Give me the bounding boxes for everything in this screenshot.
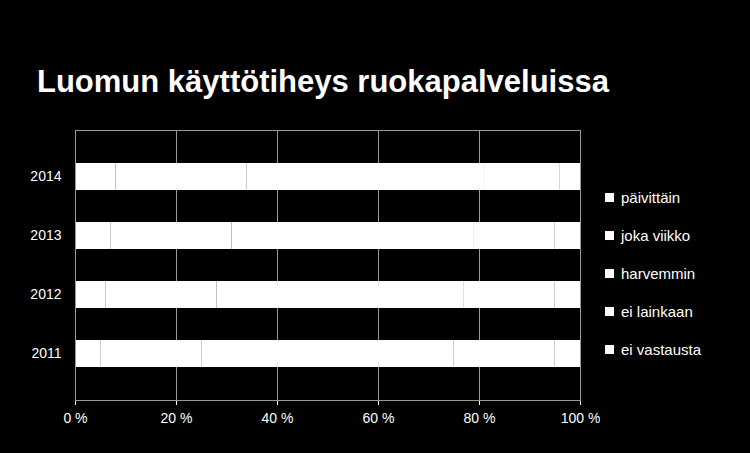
html-text:Luomun käyttötiheys ruokapalve: Luomun käyttötiheys ruokapalveluissa xyxy=(37,64,609,99)
html-text:harvemmin: harvemmin xyxy=(621,264,696,282)
svg-text:60 %: 60 % xyxy=(363,410,395,426)
html-text:ei lainkaan: ei lainkaan xyxy=(621,302,693,320)
svg-text:2012: 2012 xyxy=(30,286,61,302)
svg-text:0 %: 0 % xyxy=(63,410,87,426)
svg-text:80 %: 80 % xyxy=(464,410,496,426)
svg-text:20 %: 20 % xyxy=(161,410,193,426)
html-text:joka viikko: joka viikko xyxy=(621,226,691,244)
html-text:ei vastausta: ei vastausta xyxy=(621,340,701,358)
svg-text:100 %: 100 % xyxy=(561,410,600,426)
svg-text:2011: 2011 xyxy=(31,345,61,361)
svg-text:2013: 2013 xyxy=(30,227,61,243)
svg-text:2014: 2014 xyxy=(30,168,61,184)
html-text:päivittäin: päivittäin xyxy=(621,188,681,206)
svg-text:40 %: 40 % xyxy=(262,410,294,426)
